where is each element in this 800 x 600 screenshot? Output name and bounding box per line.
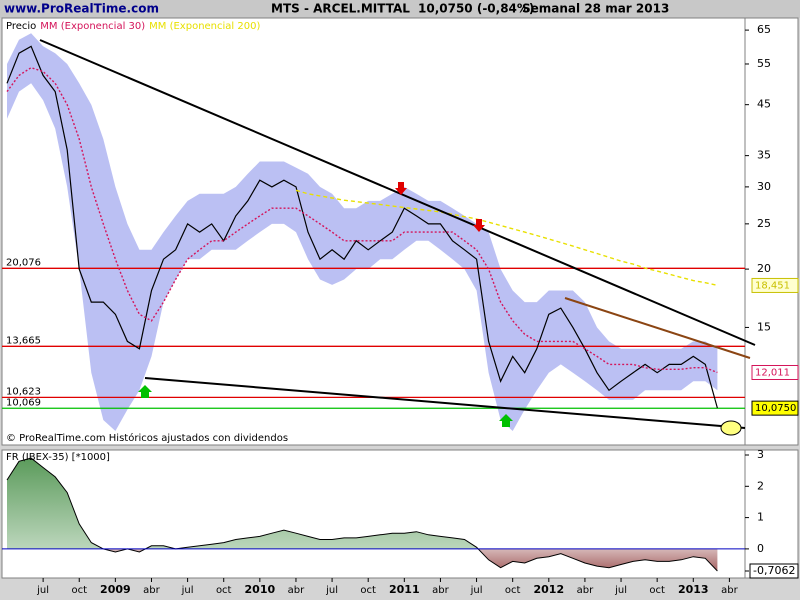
trend-lines [39, 39, 756, 436]
trend-line [39, 39, 756, 346]
period: Semanal 28 mar 2013 [522, 2, 669, 16]
value-box [749, 563, 799, 579]
series-line [6, 66, 718, 374]
x-tick-label: 2009 [100, 583, 131, 596]
x-tick-label: jul [614, 585, 627, 596]
legend-entry: Precio [6, 21, 36, 32]
x-tick-label: 2010 [245, 583, 276, 596]
x-tick-label: oct [71, 585, 87, 596]
down-arrow [473, 219, 485, 232]
value-box [751, 364, 799, 380]
y-tick-label: 65 [757, 23, 771, 36]
x-tick-label: oct [505, 585, 521, 596]
footnote: © ProRealTime.com Históricos ajustados c… [6, 432, 288, 444]
x-tick-label: abr [143, 585, 160, 596]
down-arrow [395, 182, 407, 195]
x-tick-label: abr [432, 585, 449, 596]
y-tick-label: 30 [757, 180, 771, 193]
level-label: 13,665 [6, 335, 41, 346]
y-tick-label: 15 [757, 320, 771, 333]
value-box-label: 18,451 [755, 280, 790, 291]
x-tick-label: jul [470, 585, 483, 596]
value-box [751, 400, 799, 416]
header-bar [0, 0, 800, 18]
trend-line [144, 377, 746, 429]
x-tick-label: 2011 [389, 583, 420, 596]
y-tick-label: 2 [757, 479, 764, 492]
up-arrow [138, 385, 152, 398]
series-line [6, 45, 718, 409]
level-label: 10,623 [6, 386, 41, 397]
y-tick-label: 25 [757, 217, 771, 230]
x-tick-label: abr [577, 585, 594, 596]
x-tick-label: jul [36, 585, 49, 596]
x-tick-label: abr [288, 585, 305, 596]
y-tick-label: -0,7062 [753, 564, 795, 577]
site-name: www.ProRealTime.com [4, 2, 159, 16]
y-tick-label: 1 [757, 511, 764, 524]
value-box-label: 12,011 [755, 367, 790, 378]
instrument: MTS - ARCEL.MITTAL [271, 2, 410, 16]
value-box-label: 10,0750 [755, 403, 796, 414]
x-tick-label: abr [721, 585, 738, 596]
level-label: 10,069 [6, 397, 41, 408]
price: 10,0750 (-0,84%) [418, 2, 534, 16]
panel-title: FR (IBEX-35) [*1000] [6, 452, 110, 463]
price-axis [744, 17, 799, 446]
legend-entry: MM (Exponencial 30) [40, 21, 145, 32]
y-tick-label: 45 [757, 98, 771, 111]
legend-entry: MM (Exponencial 200) [149, 21, 260, 32]
trend-line [564, 297, 751, 359]
highlight-circle [720, 420, 742, 436]
x-tick-label: oct [216, 585, 232, 596]
x-tick-label: 2012 [533, 583, 564, 596]
value-box [751, 277, 799, 293]
x-tick-label: oct [360, 585, 376, 596]
x-tick-label: oct [649, 585, 665, 596]
level-label: 20,076 [6, 257, 41, 268]
y-tick-label: 3 [757, 448, 764, 461]
x-tick-label: jul [325, 585, 338, 596]
y-tick-label: 20 [757, 262, 771, 275]
y-tick-label: 0 [757, 542, 764, 555]
series-line [295, 189, 718, 287]
band [7, 33, 718, 432]
x-tick-label: 2013 [678, 583, 709, 596]
y-tick-label: 55 [757, 57, 771, 70]
y-tick-label: 35 [757, 149, 771, 162]
fr-axis [744, 449, 799, 579]
series-line [6, 457, 718, 572]
up-arrow [499, 414, 513, 427]
x-tick-label: jul [181, 585, 194, 596]
